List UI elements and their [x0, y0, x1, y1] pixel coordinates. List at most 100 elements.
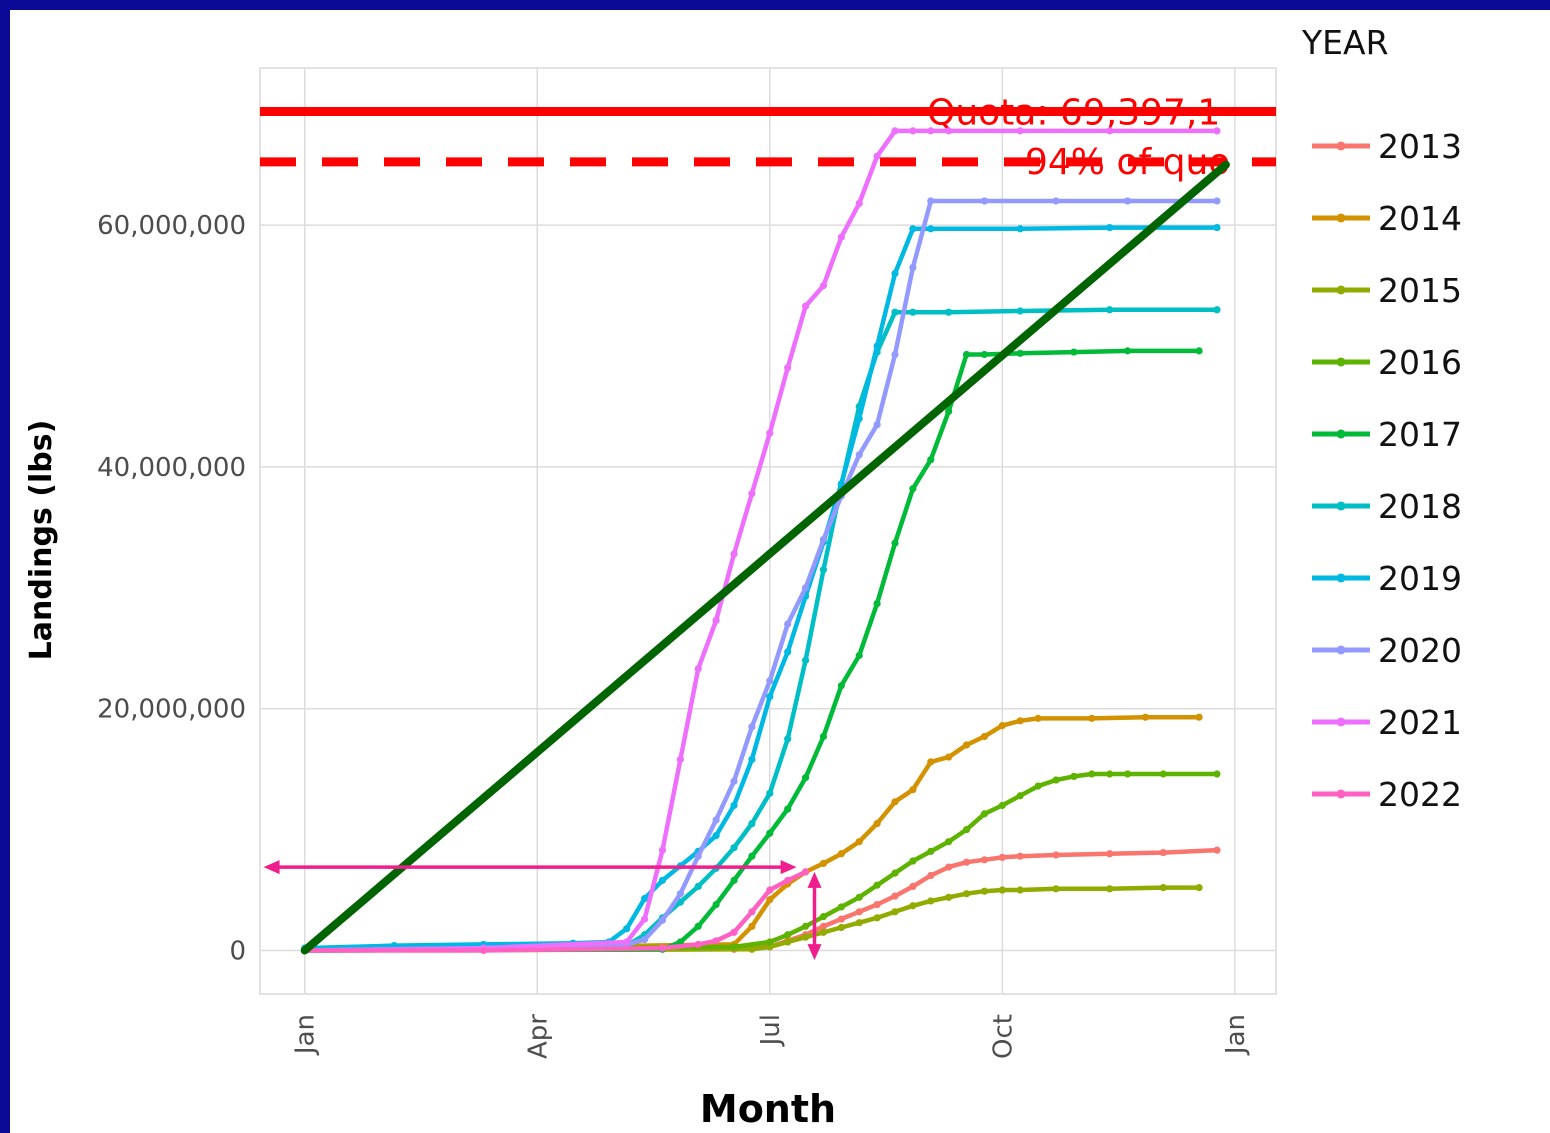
series-point-2015: [1016, 886, 1024, 894]
series-point-2018: [909, 308, 917, 316]
series-point-2018: [801, 656, 810, 664]
series-point-2014: [945, 753, 953, 761]
series-point-2018: [1106, 306, 1114, 314]
legend-key-point-2019: [1336, 573, 1346, 583]
series-layer: [301, 127, 1221, 955]
series-point-2017: [855, 651, 863, 660]
legend-key-point-2021: [1336, 717, 1346, 727]
series-point-2017: [1016, 349, 1024, 357]
series-point-2021: [712, 616, 720, 625]
series-point-2013: [837, 915, 845, 923]
series-point-2016: [855, 893, 863, 901]
y-tick-label: 60,000,000: [97, 211, 246, 241]
legend: YEAR 2013 2014 2015 2016 2017 2018 2019 2020 202…: [1301, 23, 1462, 814]
series-point-2014: [891, 798, 899, 806]
annotation-arrow-down: [807, 944, 822, 961]
series-point-2021: [676, 755, 684, 764]
series-point-2021: [909, 127, 917, 135]
series-point-2022: [479, 946, 488, 955]
legend-label-2022: 2022: [1378, 775, 1462, 814]
axis-layer: 0 20,000,000 40,000,000 60,000,000 Jan Apr Jul…: [97, 211, 1251, 1059]
series-point-2020: [873, 421, 881, 429]
series-point-2018: [891, 308, 899, 316]
series-point-2020: [730, 777, 738, 785]
x-tick-label: Jul: [756, 1014, 786, 1047]
legend-label-2017: 2017: [1378, 415, 1462, 454]
series-point-2019: [873, 342, 881, 350]
series-point-2019: [658, 876, 667, 884]
series-point-2013: [998, 853, 1006, 861]
series-point-2021: [1016, 127, 1024, 135]
series-point-2018: [1213, 306, 1221, 314]
series-point-2015: [855, 919, 863, 927]
series-point-2017: [873, 599, 881, 608]
series-point-2017: [712, 900, 720, 909]
series-point-2019: [1106, 223, 1114, 232]
series-point-2013: [891, 892, 899, 900]
series-point-2013: [855, 908, 863, 916]
series-point-2014: [927, 758, 935, 766]
series-point-2017: [1195, 347, 1203, 355]
annotation-arrow-left: [263, 860, 280, 875]
series-point-2014: [962, 741, 971, 749]
series-point-2015: [1195, 884, 1203, 892]
series-point-2014: [837, 850, 845, 858]
series-line-2020: [302, 198, 1220, 953]
legend-label-2016: 2016: [1378, 343, 1462, 382]
series-point-2021: [891, 127, 899, 135]
legend-key-point-2016: [1336, 357, 1346, 367]
legend-label-2014: 2014: [1378, 199, 1462, 238]
legend-label-2018: 2018: [1378, 487, 1462, 526]
series-point-2022: [712, 937, 720, 945]
series-point-2017: [730, 876, 738, 884]
series-point-2015: [927, 897, 935, 905]
series-point-2020: [909, 263, 917, 272]
series-point-2022: [658, 944, 667, 952]
legend-label-2019: 2019: [1378, 559, 1462, 598]
series-point-2022: [694, 940, 702, 949]
trend-line: [300, 160, 1230, 955]
series-point-2013: [927, 871, 935, 880]
series-point-2017: [927, 456, 935, 464]
series-point-2020: [658, 916, 667, 924]
series-point-2019: [766, 693, 774, 701]
series-point-2015: [748, 945, 756, 953]
series-point-2014: [855, 838, 863, 846]
series-point-2022: [730, 928, 738, 936]
series-point-2014: [909, 786, 917, 794]
series-point-2017: [819, 732, 828, 741]
series-line-2017: [302, 348, 1202, 953]
series-point-2016: [1106, 770, 1114, 778]
series-point-2016: [1052, 776, 1060, 784]
series-point-2021: [837, 233, 845, 241]
series-point-2019: [712, 832, 720, 840]
series-point-2016: [1123, 770, 1132, 778]
series-point-2021: [1213, 127, 1221, 135]
series-point-2017: [784, 805, 792, 813]
series-point-2019: [784, 648, 792, 656]
series-point-2017: [1070, 348, 1078, 356]
series-point-2019: [855, 414, 863, 423]
series-point-2020: [891, 350, 899, 359]
series-point-2016: [1034, 782, 1042, 790]
series-point-2018: [819, 566, 828, 574]
series-point-2016: [1088, 770, 1096, 778]
series-point-2016: [909, 857, 917, 865]
series-point-2015: [1052, 885, 1060, 893]
series-point-2016: [980, 810, 989, 818]
series-point-2016: [873, 881, 881, 889]
series-point-2020: [980, 197, 989, 205]
series-line-2019: [302, 225, 1220, 951]
series-point-2021: [801, 302, 810, 310]
series-point-2015: [909, 902, 917, 910]
series-point-2021: [766, 429, 774, 437]
series-point-2021: [623, 938, 631, 946]
x-tick-label: Apr: [523, 1014, 553, 1059]
series-line-2014: [302, 714, 1202, 953]
series-point-2016: [766, 938, 774, 946]
series-point-2022: [748, 908, 756, 916]
x-tick-label: Jan: [291, 1014, 321, 1056]
series-point-2016: [1070, 772, 1078, 781]
series-point-2020: [640, 936, 649, 944]
series-point-2015: [801, 933, 810, 941]
